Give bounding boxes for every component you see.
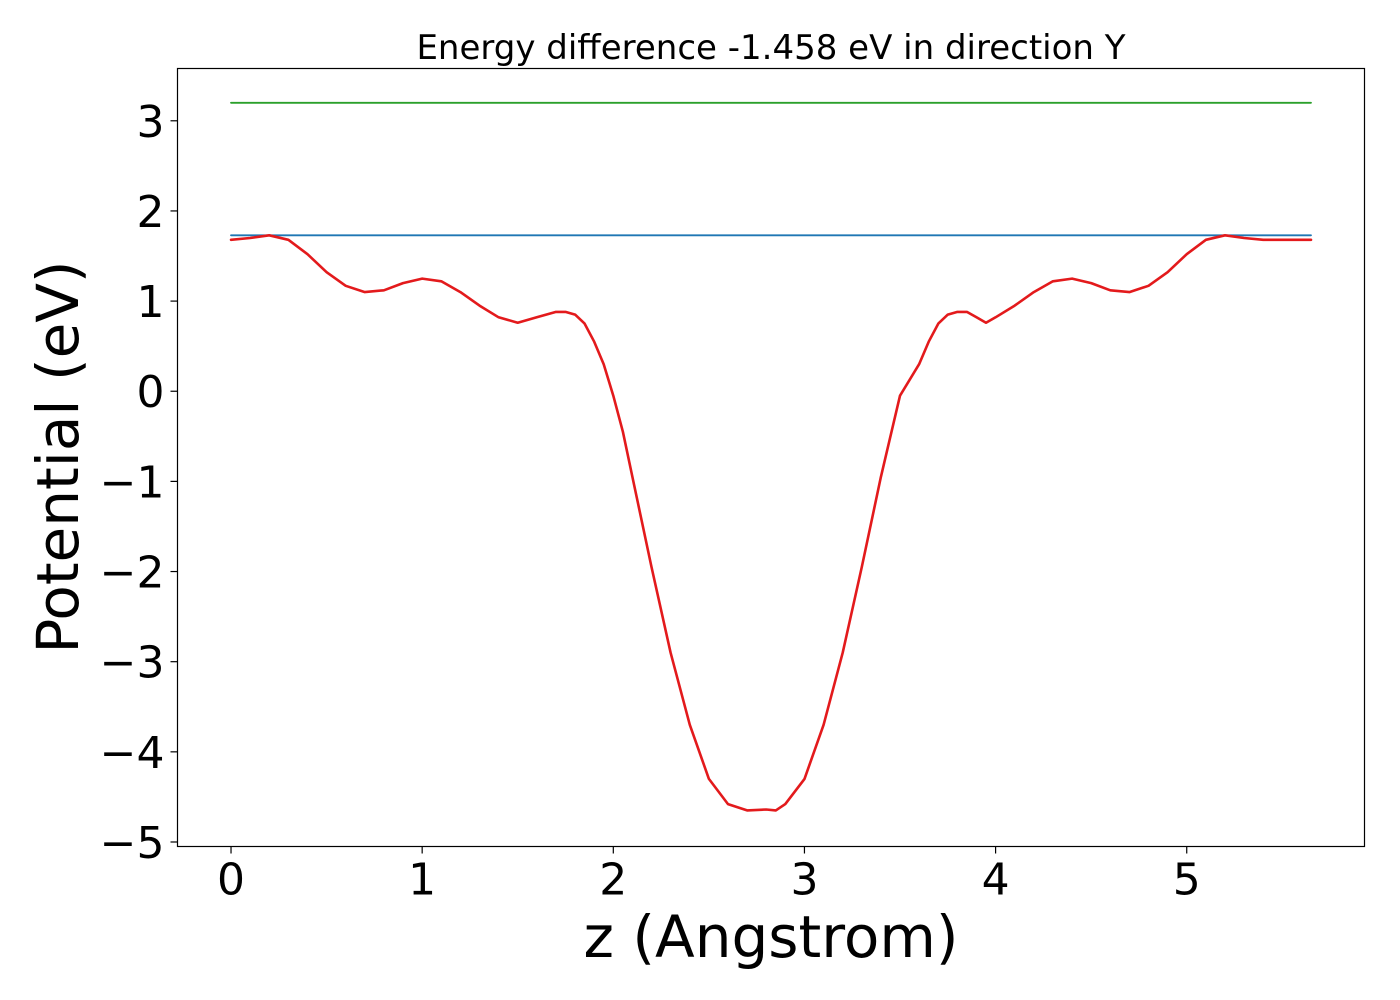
y-axis: 3 2 1 0 −1 −2 −3 −4 −5 [100,97,178,869]
x-axis: 0 1 2 3 4 5 [217,846,1201,906]
x-tick-label: 0 [217,855,245,906]
y-tick-label: −4 [100,728,165,779]
y-tick-label: −3 [100,638,165,689]
chart-title: Energy difference -1.458 eV in direction… [416,28,1125,68]
x-tick-label: 4 [982,855,1010,906]
x-tick-label: 1 [408,855,436,906]
series-line-3 [229,234,1313,812]
y-tick-label: −2 [100,548,165,599]
plot-frame [176,67,1366,848]
y-tick-label: 1 [137,277,165,328]
y-tick-label: 3 [137,97,165,148]
y-tick-label: 2 [137,187,165,238]
x-tick-label: 2 [599,855,627,906]
x-axis-label: z (Angstrom) [584,903,959,971]
x-tick-label: 5 [1173,855,1201,906]
x-tick-label: 3 [790,855,818,906]
y-tick-label: 0 [137,367,165,418]
y-tick-label: −5 [100,818,165,869]
series-layer [229,101,1313,812]
y-tick-label: −1 [100,457,165,508]
y-axis-label: Potential (eV) [24,260,92,653]
